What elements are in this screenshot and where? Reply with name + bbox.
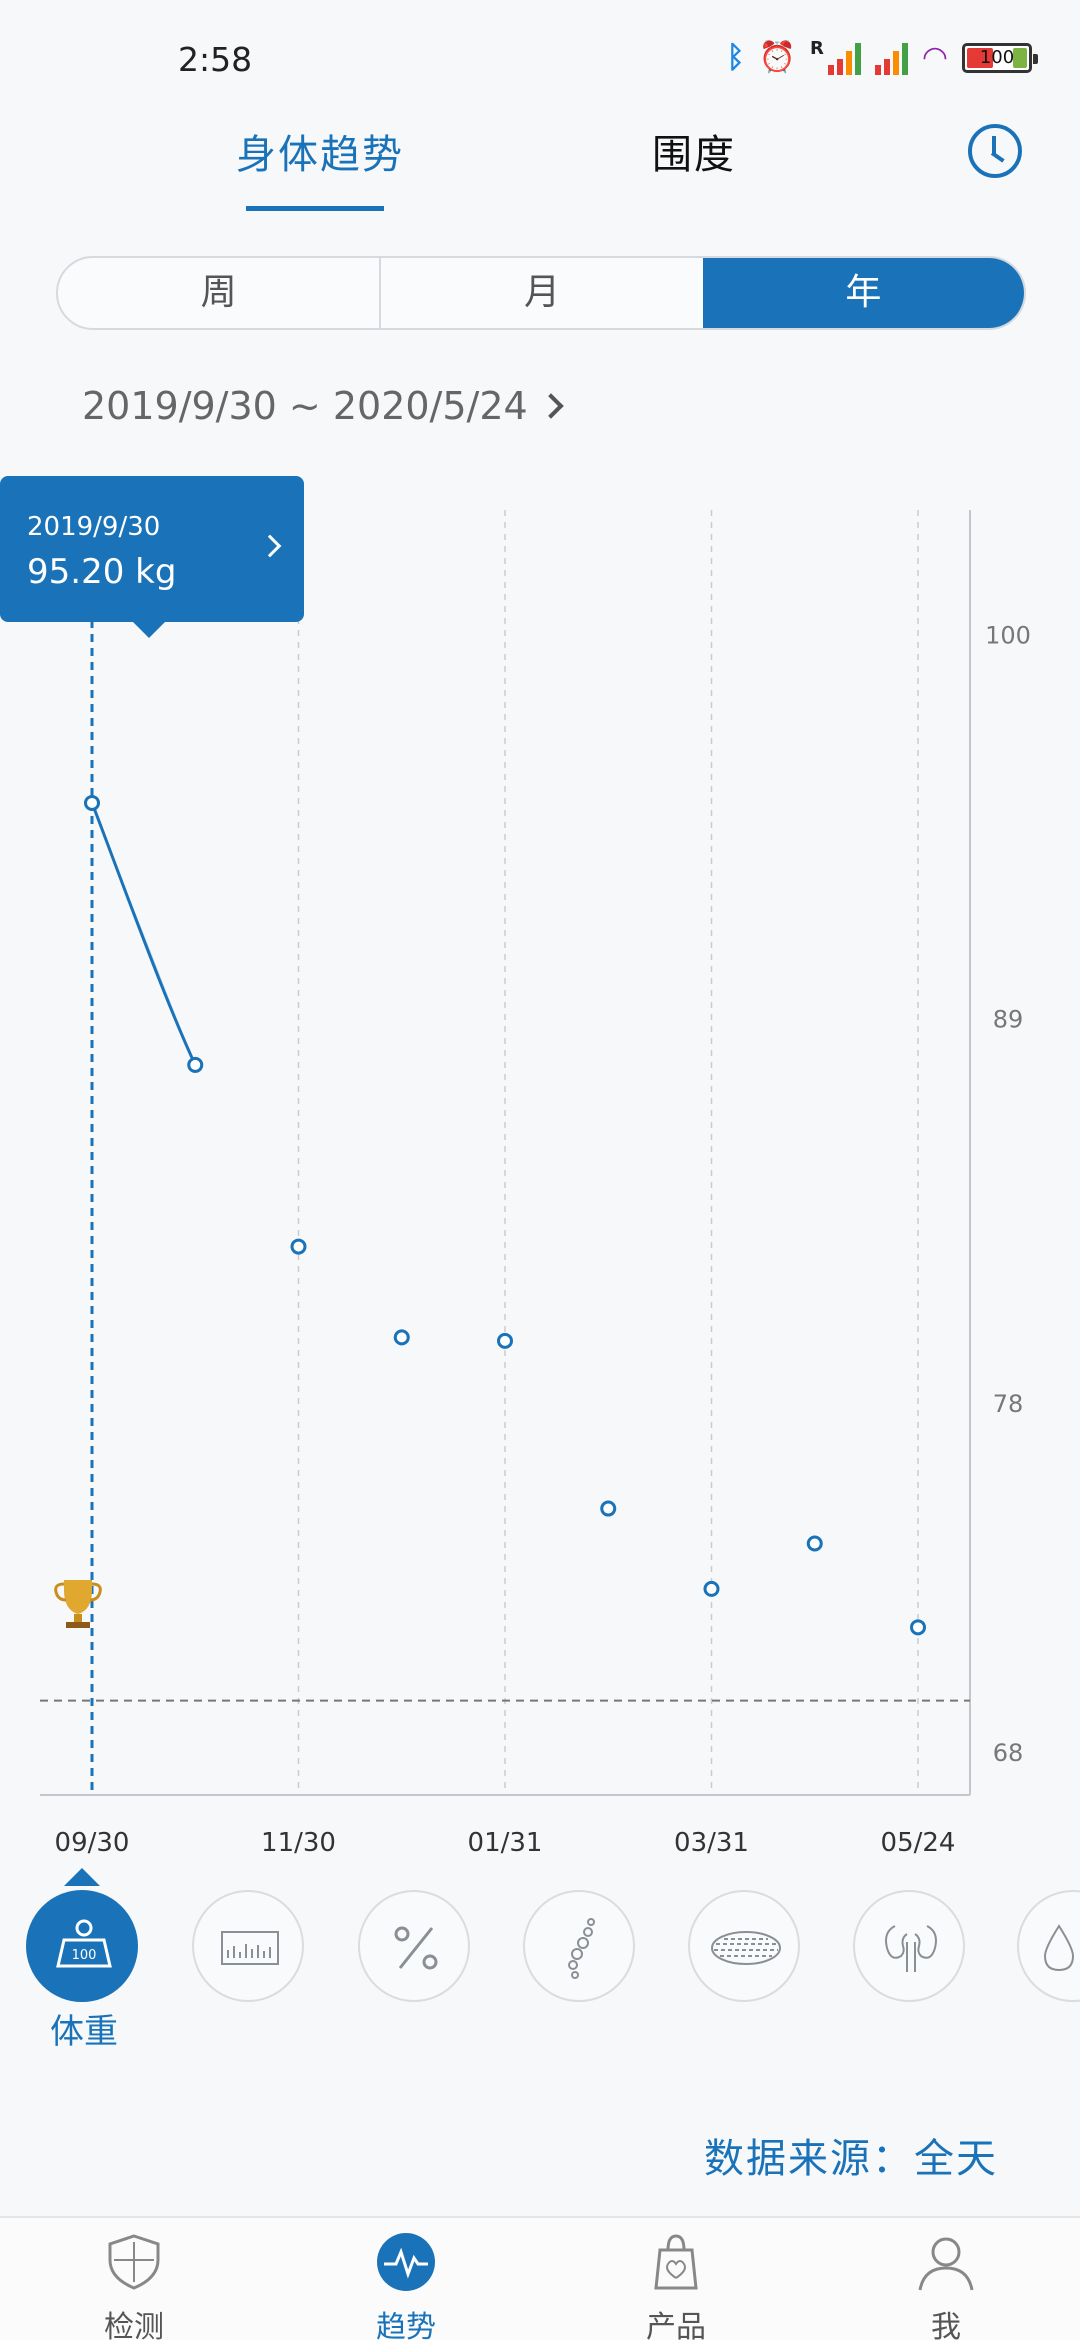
metric-fat[interactable] xyxy=(688,1890,800,2002)
tab-body-trend[interactable]: 身体趋势 xyxy=(236,132,404,178)
data-point[interactable] xyxy=(497,1332,513,1349)
status-time: 2:58 xyxy=(178,40,253,79)
x-tick-label: 01/31 xyxy=(468,1828,543,1858)
data-point[interactable] xyxy=(910,1619,926,1636)
bag-icon xyxy=(654,2234,698,2290)
x-axis-ticks: 09/30 11/30 01/31 03/31 05/24 xyxy=(55,1828,956,1858)
tab-girth[interactable]: 围度 xyxy=(652,132,736,178)
weight-scale-icon: 100 xyxy=(56,1919,112,1968)
tab-underline xyxy=(246,206,384,211)
roaming-icon: R xyxy=(809,38,824,59)
battery-level: 100 xyxy=(979,47,1015,68)
percent-icon xyxy=(394,1926,438,1970)
x-tick-label: 05/24 xyxy=(881,1828,956,1858)
data-point[interactable] xyxy=(84,794,100,811)
data-point[interactable] xyxy=(393,1329,410,1346)
chevron-right-icon xyxy=(258,534,282,558)
metric-kidney[interactable] xyxy=(853,1890,965,2002)
pulse-icon xyxy=(377,2233,435,2291)
spine-icon xyxy=(568,1918,595,1979)
bar-chart-icon xyxy=(221,1931,279,1965)
tooltip-value: 95.20 kg xyxy=(27,552,177,592)
tooltip-date: 2019/9/30 xyxy=(27,512,161,542)
nav-detect[interactable]: 检测 xyxy=(54,2218,214,2340)
metric-water[interactable] xyxy=(1017,1890,1080,2002)
nav-product-label: 产品 xyxy=(646,2310,706,2340)
y-tick-label: 68 xyxy=(993,1739,1024,1767)
water-drop-icon xyxy=(1043,1924,1075,1972)
y-axis-ticks: 100 89 78 68 xyxy=(985,621,1031,1767)
x-tick-label: 09/30 xyxy=(55,1828,130,1858)
signal-icon xyxy=(827,41,861,75)
battery-icon: 100 xyxy=(962,43,1038,73)
data-point[interactable] xyxy=(806,1535,823,1552)
nav-me[interactable]: 我 xyxy=(866,2218,1026,2340)
y-tick-label: 89 xyxy=(993,1006,1024,1034)
metric-bar-chart[interactable] xyxy=(192,1890,304,2002)
x-tick-label: 11/30 xyxy=(261,1828,336,1858)
kidney-icon xyxy=(885,1925,937,1972)
weight-badge: 100 xyxy=(72,1948,97,1963)
chart-points xyxy=(84,794,926,1636)
nav-trend-label: 趋势 xyxy=(376,2310,436,2340)
nav-detect-label: 检测 xyxy=(104,2310,164,2340)
metric-spine[interactable] xyxy=(523,1890,635,2002)
weight-trend-chart[interactable]: 09/30 11/30 01/31 03/31 05/24 100 89 78 68 xyxy=(0,470,1080,1860)
signal-2-icon xyxy=(874,41,908,75)
metric-percent[interactable] xyxy=(358,1890,470,2002)
y-tick-label: 100 xyxy=(985,621,1031,649)
nav-me-label: 我 xyxy=(931,2310,961,2340)
data-point[interactable] xyxy=(290,1238,307,1255)
metric-selector: 100 xyxy=(0,1890,1080,2010)
y-tick-label: 78 xyxy=(993,1390,1024,1418)
bluetooth-icon: ᛒ xyxy=(726,40,745,75)
period-month[interactable]: 月 xyxy=(379,258,702,328)
metric-weight[interactable]: 100 xyxy=(26,1890,138,2002)
history-clock-icon[interactable] xyxy=(968,124,1022,178)
bottom-nav: 检测 趋势 产品 我 xyxy=(0,2216,1080,2340)
period-selector: 周 月 年 xyxy=(56,256,1026,330)
wifi-icon: ◠ xyxy=(921,40,948,75)
data-point[interactable] xyxy=(703,1580,720,1597)
data-point[interactable] xyxy=(187,1056,204,1073)
date-range-text: 2019/9/30 ~ 2020/5/24 xyxy=(82,384,528,428)
user-icon xyxy=(918,2237,974,2291)
period-week[interactable]: 周 xyxy=(200,272,237,313)
metric-pointer xyxy=(64,1868,100,1886)
chevron-right-icon xyxy=(537,393,564,419)
data-source-selector[interactable]: 数据来源：全天 xyxy=(704,2136,998,2182)
period-year[interactable]: 年 xyxy=(702,258,1024,328)
top-tabs: 身体趋势 围度 xyxy=(0,110,1080,220)
trophy-icon xyxy=(54,1580,102,1628)
x-tick-label: 03/31 xyxy=(674,1828,749,1858)
nav-trend[interactable]: 趋势 xyxy=(326,2218,486,2340)
fat-cells-icon xyxy=(711,1931,781,1965)
selected-point-tooltip[interactable]: 2019/9/30 95.20 kg xyxy=(0,476,304,638)
date-range-selector[interactable]: 2019/9/30 ~ 2020/5/24 xyxy=(82,384,564,428)
chart-grid xyxy=(40,510,971,1796)
nav-product[interactable]: 产品 xyxy=(596,2218,756,2340)
weight-line xyxy=(90,802,197,1066)
metric-weight-label: 体重 xyxy=(50,2012,118,2052)
data-point[interactable] xyxy=(600,1500,617,1517)
status-icons: ᛒ ⏰ R ◠ 100 xyxy=(726,38,1038,78)
shield-icon xyxy=(108,2234,160,2290)
status-bar: 2:58 ᛒ ⏰ R ◠ 100 xyxy=(0,0,1080,120)
alarm-icon: ⏰ xyxy=(758,40,796,75)
